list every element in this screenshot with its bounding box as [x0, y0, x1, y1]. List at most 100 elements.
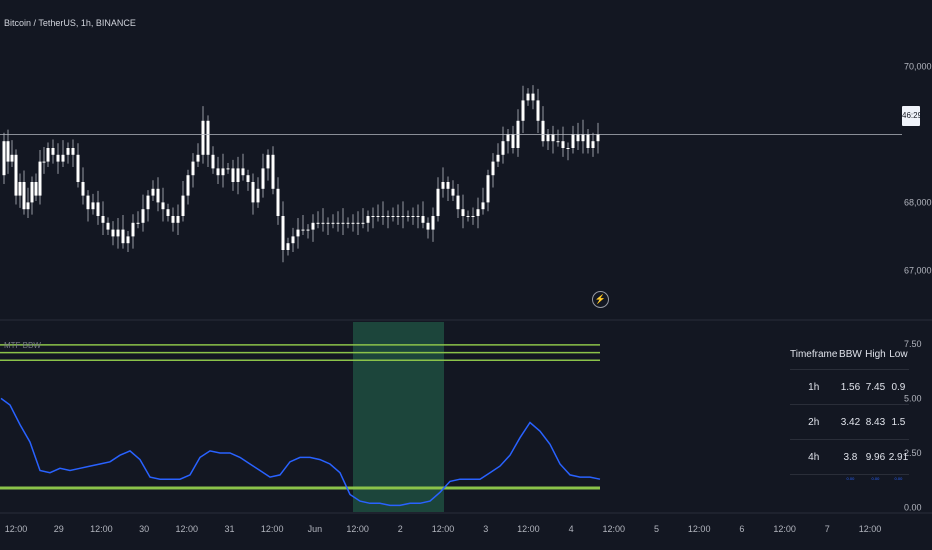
table-cell [790, 474, 838, 481]
time-tick-label: 5 [654, 524, 659, 534]
candle-body [71, 148, 75, 155]
table-header: High [865, 348, 886, 360]
table-cell: 1h [790, 369, 838, 405]
table-header: Timeframe [790, 348, 838, 360]
time-tick-label: Jun [308, 524, 323, 534]
candle-body [256, 188, 260, 203]
candle-body [596, 134, 600, 142]
bbw-table: Timeframe BBW High Low 1h 1.56 7.45 0.9 … [790, 339, 910, 481]
bbw-tick-label: 7.50 [904, 339, 922, 349]
candle-body [496, 154, 500, 162]
candle-body [26, 202, 30, 210]
lightning-icon[interactable]: ⚡ [592, 291, 609, 308]
candle-body [351, 222, 355, 224]
time-tick-label: 12:00 [603, 524, 626, 534]
candle-body [266, 154, 270, 169]
highlight-zone [353, 322, 444, 512]
candle-body [396, 216, 400, 217]
candle-body [561, 141, 565, 148]
candle-body [221, 168, 225, 176]
bbw-series-line [0, 397, 601, 507]
candle-body [566, 148, 570, 149]
candle-body [441, 182, 445, 189]
time-tick-label: 12:00 [773, 524, 796, 534]
axes: 70,000.00 68,000.00 67,000.00 7.50 5.00 2.50 0… [0, 61, 932, 534]
candle-body [586, 134, 590, 148]
table-cell: 1.5 [887, 404, 910, 440]
candle-body [576, 134, 580, 142]
candle-body [471, 216, 475, 217]
candle-body [376, 216, 380, 217]
table-cell: 0.00 [837, 474, 864, 481]
time-tick-label: 29 [54, 524, 64, 534]
candle-body [226, 168, 230, 170]
candle-body [271, 154, 275, 189]
candle-body [66, 148, 70, 155]
time-tick-label: 4 [569, 524, 574, 534]
table-row-partial: 0.00 0.00 0.00 [790, 474, 910, 481]
indicator-title[interactable]: MTF BBW [4, 341, 41, 350]
candle-body [111, 229, 115, 237]
candle-body [411, 216, 415, 217]
candle-body [86, 195, 90, 210]
time-tick-label: 12:00 [517, 524, 540, 534]
candle-body [316, 222, 320, 224]
table-cell: 0.9 [887, 369, 910, 405]
candle-body [141, 209, 145, 223]
table-cell: 0.00 [887, 474, 910, 481]
candle-body [38, 161, 42, 196]
candle-body [531, 93, 535, 101]
candle-body [381, 216, 385, 217]
candle-body [251, 182, 255, 203]
candle-body [331, 222, 335, 224]
candle-body [581, 134, 585, 142]
price-pane[interactable] [0, 85, 902, 263]
time-tick-label: 12:00 [176, 524, 199, 534]
indicator-pane[interactable] [0, 322, 601, 512]
candle-body [61, 154, 65, 162]
candle-body [386, 216, 390, 217]
candle-body [521, 100, 525, 121]
candle-body [511, 134, 515, 148]
time-tick-label: 12:00 [859, 524, 882, 534]
symbol-title: Bitcoin / TetherUS, 1h, BINANCE [4, 18, 136, 28]
candle-body [556, 141, 560, 143]
candle-body [10, 154, 14, 162]
candle-body [526, 93, 530, 101]
candle-body [276, 188, 280, 216]
candle-body [541, 120, 545, 142]
candle-body [191, 161, 195, 176]
candle-body [136, 222, 140, 224]
candle-body [161, 202, 165, 210]
price-tick-label: 70,000.00 [904, 61, 932, 71]
candle-body [30, 182, 34, 203]
candle-body [241, 168, 245, 176]
candle-body [206, 120, 210, 155]
candle-body [421, 216, 425, 223]
candle-body [536, 100, 540, 121]
candle-body [481, 202, 485, 210]
candle-body [401, 216, 405, 217]
table-header: Low [889, 348, 908, 360]
candle-body [156, 188, 160, 203]
candle-body [551, 134, 555, 142]
time-tick-label: 12:00 [346, 524, 369, 534]
table-cell: 8.43 [863, 404, 888, 440]
table-cell: 2.91 [887, 439, 910, 475]
time-tick-label: 12:00 [432, 524, 455, 534]
candle-body [101, 216, 105, 223]
candle-body [491, 161, 495, 176]
current-price-label: 46:29 [902, 106, 922, 126]
time-tick-label: 12:00 [90, 524, 113, 534]
time-tick-label: 12:00 [688, 524, 711, 534]
candle-body [281, 216, 285, 250]
candle-body [336, 222, 340, 224]
candle-body [486, 175, 490, 203]
table-cell: 3.8 [837, 439, 864, 475]
time-tick-label: 3 [483, 524, 488, 534]
table-cell: 9.96 [863, 439, 888, 475]
candle-body [166, 209, 170, 216]
time-tick-label: 12:00 [261, 524, 284, 534]
time-tick-label: 12:00 [5, 524, 28, 534]
